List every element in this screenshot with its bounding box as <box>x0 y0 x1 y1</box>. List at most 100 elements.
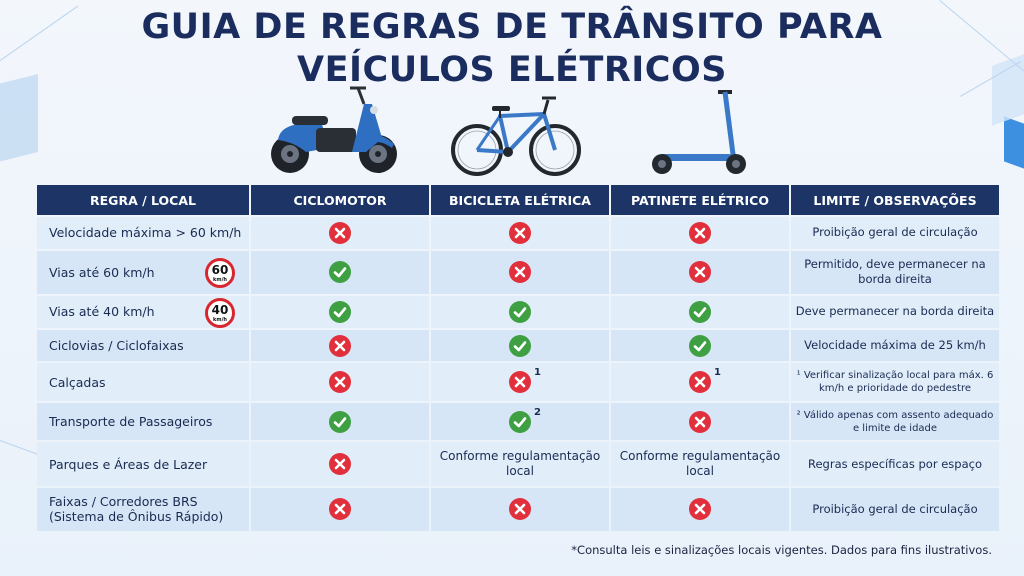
cross-icon <box>329 371 351 394</box>
ebike-status-cell: 2 <box>431 402 609 441</box>
cross-icon <box>509 371 531 394</box>
conditional-text: Conforme regulamentação local <box>439 449 601 479</box>
rule-cell: Calçadas <box>37 363 249 401</box>
check-icon <box>689 334 711 357</box>
table-row: Vias até 60 km/h 60 km/h Permitido, deve pe… <box>37 250 999 294</box>
cross-icon <box>509 221 531 244</box>
header-moped: CICLOMOTOR <box>251 185 429 215</box>
rule-cell: Ciclovias / Ciclofaixas <box>37 329 249 362</box>
ebike-status-cell: Conforme regulamentação local <box>431 442 609 486</box>
check-icon <box>329 300 351 323</box>
speed-limit-unit: km/h <box>213 316 227 323</box>
rule-label: Vias até 60 km/h <box>49 264 155 280</box>
ebike-status-cell <box>431 250 609 294</box>
table-row: Parques e Áreas de Lazer Conforme regulam… <box>37 442 999 486</box>
notes-cell: Regras específicas por espaço <box>791 442 999 486</box>
escooter-status-cell: Conforme regulamentação local <box>611 442 789 486</box>
rule-label: Vias até 40 km/h <box>49 304 155 320</box>
check-icon <box>689 300 711 323</box>
table-header-row: REGRA / LOCAL CICLOMOTOR BICICLETA ELÉTR… <box>37 185 999 215</box>
speed-limit-number: 40 <box>211 302 229 317</box>
table-row: Velocidade máxima > 60 km/h Proibição ger… <box>37 217 999 249</box>
moped-status-cell <box>251 250 429 294</box>
table-row: Faixas / Corredores BRS (Sistema de Ônib… <box>37 487 999 531</box>
rule-label: Transporte de Passageiros <box>49 414 213 430</box>
rule-label: Parques e Áreas de Lazer <box>49 456 208 472</box>
cross-icon <box>509 261 531 284</box>
ebike-status-cell <box>431 487 609 531</box>
table-row: Ciclovias / Ciclofaixas Velocidade máxima… <box>37 329 999 362</box>
notes-cell: ² Válido apenas com assento adequado e l… <box>791 402 999 441</box>
cross-icon <box>509 498 531 521</box>
notes-cell: Velocidade máxima de 25 km/h <box>791 329 999 362</box>
speed-limit-number: 60 <box>211 263 229 278</box>
electric-bicycle-image <box>451 96 581 176</box>
cross-icon <box>689 371 711 394</box>
cross-icon <box>329 453 351 476</box>
check-icon <box>329 410 351 433</box>
header-rule: REGRA / LOCAL <box>37 185 249 215</box>
notes-cell: Proibição geral de circulação <box>791 487 999 531</box>
header-escooter: PATINETE ELÉTRICO <box>611 185 789 215</box>
rule-cell: Parques e Áreas de Lazer <box>37 442 249 486</box>
ebike-status-cell <box>431 329 609 362</box>
rule-cell: Velocidade máxima > 60 km/h <box>37 217 249 249</box>
moped-status-cell <box>251 363 429 401</box>
escooter-status-cell <box>611 329 789 362</box>
escooter-status-cell <box>611 487 789 531</box>
cross-icon <box>329 221 351 244</box>
rule-cell: Vias até 60 km/h 60 km/h <box>37 250 249 294</box>
rule-label: Calçadas <box>49 374 106 390</box>
escooter-status-cell: 1 <box>611 363 789 401</box>
table-row: Vias até 40 km/h 40 km/h Deve permanecer na… <box>37 295 999 328</box>
speed-limit-unit: km/h <box>213 277 227 284</box>
decorative-shape-right <box>1004 116 1024 169</box>
escooter-status-cell <box>611 250 789 294</box>
title-line-2: VEÍCULOS ELÉTRICOS <box>297 50 727 90</box>
moped-image <box>271 86 397 173</box>
moped-status-cell <box>251 295 429 328</box>
header-notes: LIMITE / OBSERVAÇÕES <box>791 185 999 215</box>
traffic-rules-table: REGRA / LOCAL CICLOMOTOR BICICLETA ELÉTR… <box>35 183 1001 533</box>
footnote-marker: 2 <box>534 406 541 418</box>
notes-cell: Permitido, deve permanecer na borda dire… <box>791 250 999 294</box>
check-icon <box>509 410 531 433</box>
check-icon <box>509 300 531 323</box>
rule-cell: Vias até 40 km/h 40 km/h <box>37 295 249 328</box>
speed-limit-sign-icon: 60 km/h <box>205 258 235 289</box>
table-row: Calçadas 1 1 ¹ Verificar sinalização local … <box>37 363 999 401</box>
cross-icon <box>689 261 711 284</box>
rule-label: Ciclovias / Ciclofaixas <box>49 338 184 354</box>
rule-label: Velocidade máxima > 60 km/h <box>49 225 242 241</box>
moped-status-cell <box>251 442 429 486</box>
footnote-marker: 1 <box>714 367 721 379</box>
conditional-text: Conforme regulamentação local <box>619 449 781 479</box>
notes-cell: ¹ Verificar sinalização local para máx. … <box>791 363 999 401</box>
moped-status-cell <box>251 402 429 441</box>
ebike-status-cell <box>431 217 609 249</box>
moped-status-cell <box>251 487 429 531</box>
moped-status-cell <box>251 329 429 362</box>
check-icon <box>509 334 531 357</box>
moped-status-cell <box>251 217 429 249</box>
escooter-status-cell <box>611 295 789 328</box>
ebike-status-cell <box>431 295 609 328</box>
electric-scooter-image <box>652 90 746 174</box>
check-icon <box>329 261 351 284</box>
footnote: *Consulta leis e sinalizações locais vig… <box>571 543 992 557</box>
speed-limit-sign-icon: 40 km/h <box>205 297 235 328</box>
escooter-status-cell <box>611 402 789 441</box>
cross-icon <box>689 221 711 244</box>
notes-cell: Deve permanecer na borda direita <box>791 295 999 328</box>
rule-cell: Transporte de Passageiros <box>37 402 249 441</box>
title-line-1: GUIA DE REGRAS DE TRÂNSITO PARA <box>141 7 883 47</box>
cross-icon <box>689 498 711 521</box>
header-ebike: BICICLETA ELÉTRICA <box>431 185 609 215</box>
rule-cell: Faixas / Corredores BRS (Sistema de Ônib… <box>37 487 249 531</box>
notes-cell: Proibição geral de circulação <box>791 217 999 249</box>
table-row: Transporte de Passageiros 2 ² Válido apena… <box>37 402 999 441</box>
rule-label: Faixas / Corredores BRS (Sistema de Ônib… <box>49 494 224 525</box>
escooter-status-cell <box>611 217 789 249</box>
page-title: GUIA DE REGRAS DE TRÂNSITO PARA VEÍCULOS… <box>0 6 1024 92</box>
cross-icon <box>329 334 351 357</box>
